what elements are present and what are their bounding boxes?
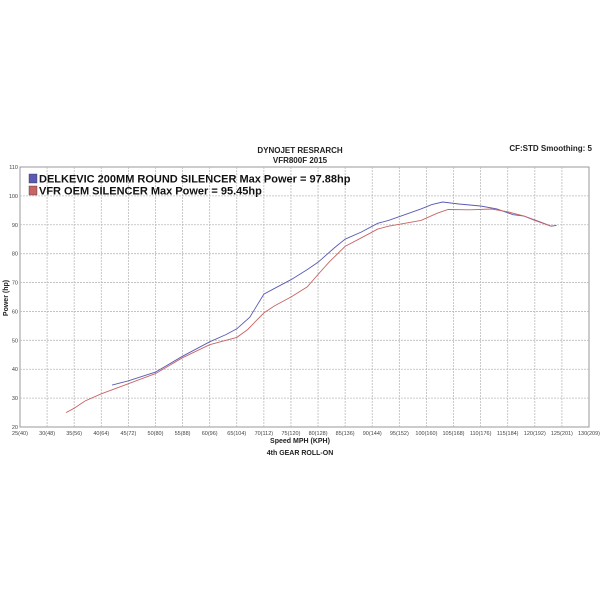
x-tick-label: 35(56): [66, 431, 82, 437]
y-tick-label: 30: [12, 396, 18, 402]
y-tick-label: 100: [9, 194, 18, 200]
x-tick-label: 25(40): [12, 431, 28, 437]
x-tick-label: 45(72): [120, 431, 136, 437]
y-tick-label: 50: [12, 338, 18, 344]
y-tick-label: 90: [12, 223, 18, 229]
legend-swatch: [28, 173, 38, 184]
x-tick-label: 50(80): [148, 431, 164, 437]
x-tick-label: 105(168): [443, 431, 465, 437]
x-tick-label: 120(192): [524, 431, 546, 437]
x-tick-label: 125(201): [551, 431, 573, 437]
x-axis-label: Speed MPH (KPH): [270, 438, 330, 445]
x-tick-label: 85(136): [336, 431, 355, 437]
x-tick-label: 75(120): [281, 431, 300, 437]
y-tick-label: 70: [12, 281, 18, 287]
plot-area: [19, 166, 590, 428]
x-tick-label: 30(48): [39, 431, 55, 437]
y-tick-label: 20: [12, 425, 18, 431]
x-tick-label: 60(96): [202, 431, 218, 437]
y-tick-label: 60: [12, 309, 18, 315]
x-tick-label: 90(144): [363, 431, 382, 437]
chart-subtitle: VFR800F 2015: [273, 156, 328, 165]
legend-swatch: [28, 185, 38, 196]
corner-note: CF:STD Smoothing: 5: [509, 144, 592, 153]
x-axis-label-2: 4th GEAR ROLL-ON: [267, 450, 334, 457]
chart-title: DYNOJET RESRARCH: [257, 146, 343, 155]
x-tick-label: 65(104): [227, 431, 246, 437]
y-tick-label: 110: [9, 165, 18, 171]
x-tick-label: 110(176): [470, 431, 492, 437]
y-tick-label: 80: [12, 252, 18, 258]
x-tick-label: 55(88): [175, 431, 191, 437]
x-tick-label: 70(112): [255, 431, 274, 437]
series-line-1: [65, 208, 552, 413]
x-tick-label: 40(64): [93, 431, 109, 437]
y-tick-label: 40: [12, 367, 18, 373]
x-tick-label: 80(128): [309, 431, 328, 437]
x-tick-label: 95(152): [390, 431, 409, 437]
legend-label: VFR OEM SILENCER Max Power = 95.45hp: [39, 186, 262, 198]
x-tick-label: 100(160): [415, 431, 437, 437]
x-tick-label: 130(209): [578, 431, 600, 437]
series-line-0: [111, 201, 557, 386]
y-axis-label: Power (hp): [3, 280, 10, 316]
legend-label: DELKEVIC 200MM ROUND SILENCER Max Power …: [39, 174, 351, 186]
x-tick-label: 115(184): [497, 431, 519, 437]
